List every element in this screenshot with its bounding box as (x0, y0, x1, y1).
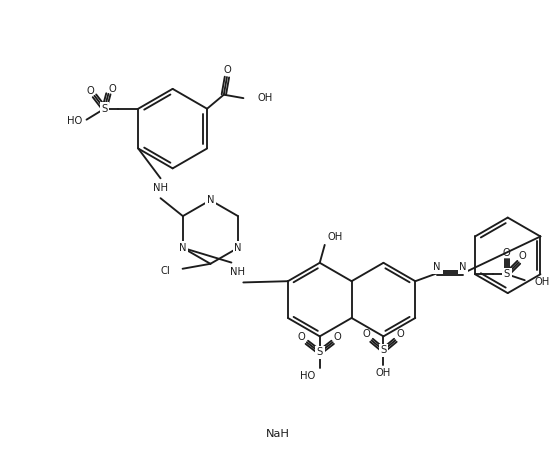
Text: NaH: NaH (266, 429, 290, 439)
Text: O: O (503, 248, 511, 258)
Text: S: S (101, 104, 107, 114)
Text: OH: OH (535, 277, 550, 287)
Text: N: N (234, 243, 242, 253)
Text: O: O (519, 251, 527, 261)
Text: NH: NH (230, 267, 245, 278)
Text: OH: OH (327, 232, 343, 242)
Text: O: O (363, 329, 370, 339)
Text: N: N (179, 243, 187, 253)
Text: OH: OH (257, 93, 272, 103)
Text: O: O (223, 65, 231, 75)
Text: HO: HO (67, 116, 82, 126)
Text: N: N (207, 195, 214, 205)
Text: S: S (380, 345, 386, 355)
Text: O: O (87, 86, 95, 96)
Text: O: O (396, 329, 404, 339)
Text: O: O (108, 84, 116, 94)
Text: S: S (316, 347, 323, 357)
Text: O: O (334, 332, 341, 343)
Text: Cl: Cl (161, 266, 171, 276)
Text: O: O (298, 332, 306, 343)
Text: N: N (434, 262, 441, 272)
Text: OH: OH (376, 368, 391, 378)
Text: NH: NH (153, 183, 168, 193)
Text: HO: HO (300, 371, 315, 381)
Text: S: S (504, 269, 510, 279)
Text: N: N (459, 262, 466, 272)
